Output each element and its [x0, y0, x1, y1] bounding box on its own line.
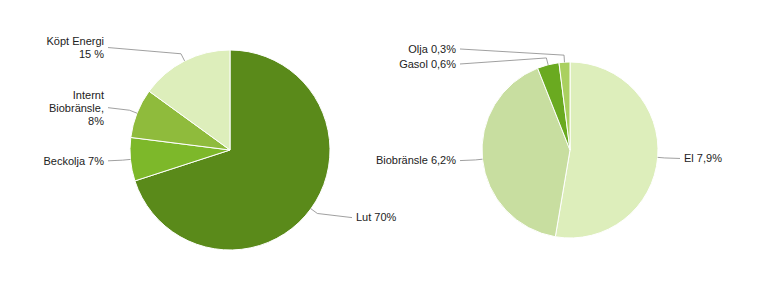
data-label: Lut 70%	[356, 211, 397, 223]
leader-line	[460, 58, 548, 65]
leader-line	[658, 157, 680, 158]
pie-labels: El 7,9% Biobränsle 6,2% Gasol 0,6% Olja 0,3…	[376, 43, 722, 167]
data-label: El 7,9%	[684, 152, 722, 164]
leader-line	[108, 108, 137, 114]
data-label: Biobränsle 6,2%	[376, 154, 456, 166]
leader-line	[460, 49, 564, 62]
data-label-line: Beckolja 7%	[43, 155, 104, 167]
pie-slice	[538, 63, 570, 150]
pie	[482, 62, 658, 238]
pie-slice	[149, 50, 230, 150]
leader-line	[311, 209, 352, 218]
data-label-line: Internt	[73, 89, 104, 101]
data-label-line: 15 %	[79, 48, 104, 60]
data-label-line: Köpt Energi	[47, 35, 104, 47]
pie-labels: Lut 70% Beckolja 7% InterntBiobränsle,8% Kö…	[43, 35, 396, 224]
data-label-line: El 7,9%	[684, 152, 722, 164]
data-label-line: Biobränsle,	[49, 102, 104, 114]
pie-slice	[555, 62, 658, 238]
data-label-line: 8%	[88, 115, 104, 127]
data-label-line: Gasol 0,6%	[399, 58, 456, 70]
chart-svg: Lut 70% Beckolja 7% InterntBiobränsle,8% Kö…	[0, 0, 760, 289]
leader-line	[108, 48, 185, 61]
pie	[130, 50, 330, 250]
data-label-line: Lut 70%	[356, 211, 397, 223]
data-label: Köpt Energi15 %	[47, 35, 105, 60]
leader-line	[108, 159, 130, 160]
data-label: Olja 0,3%	[408, 43, 456, 55]
data-label: InterntBiobränsle,8%	[49, 89, 104, 127]
data-label-line: Olja 0,3%	[408, 43, 456, 55]
pie-slice	[559, 62, 570, 150]
data-label: Gasol 0,6%	[399, 58, 456, 70]
leader-line	[460, 159, 482, 160]
data-label: Beckolja 7%	[43, 155, 104, 167]
data-label-line: Biobränsle 6,2%	[376, 154, 456, 166]
